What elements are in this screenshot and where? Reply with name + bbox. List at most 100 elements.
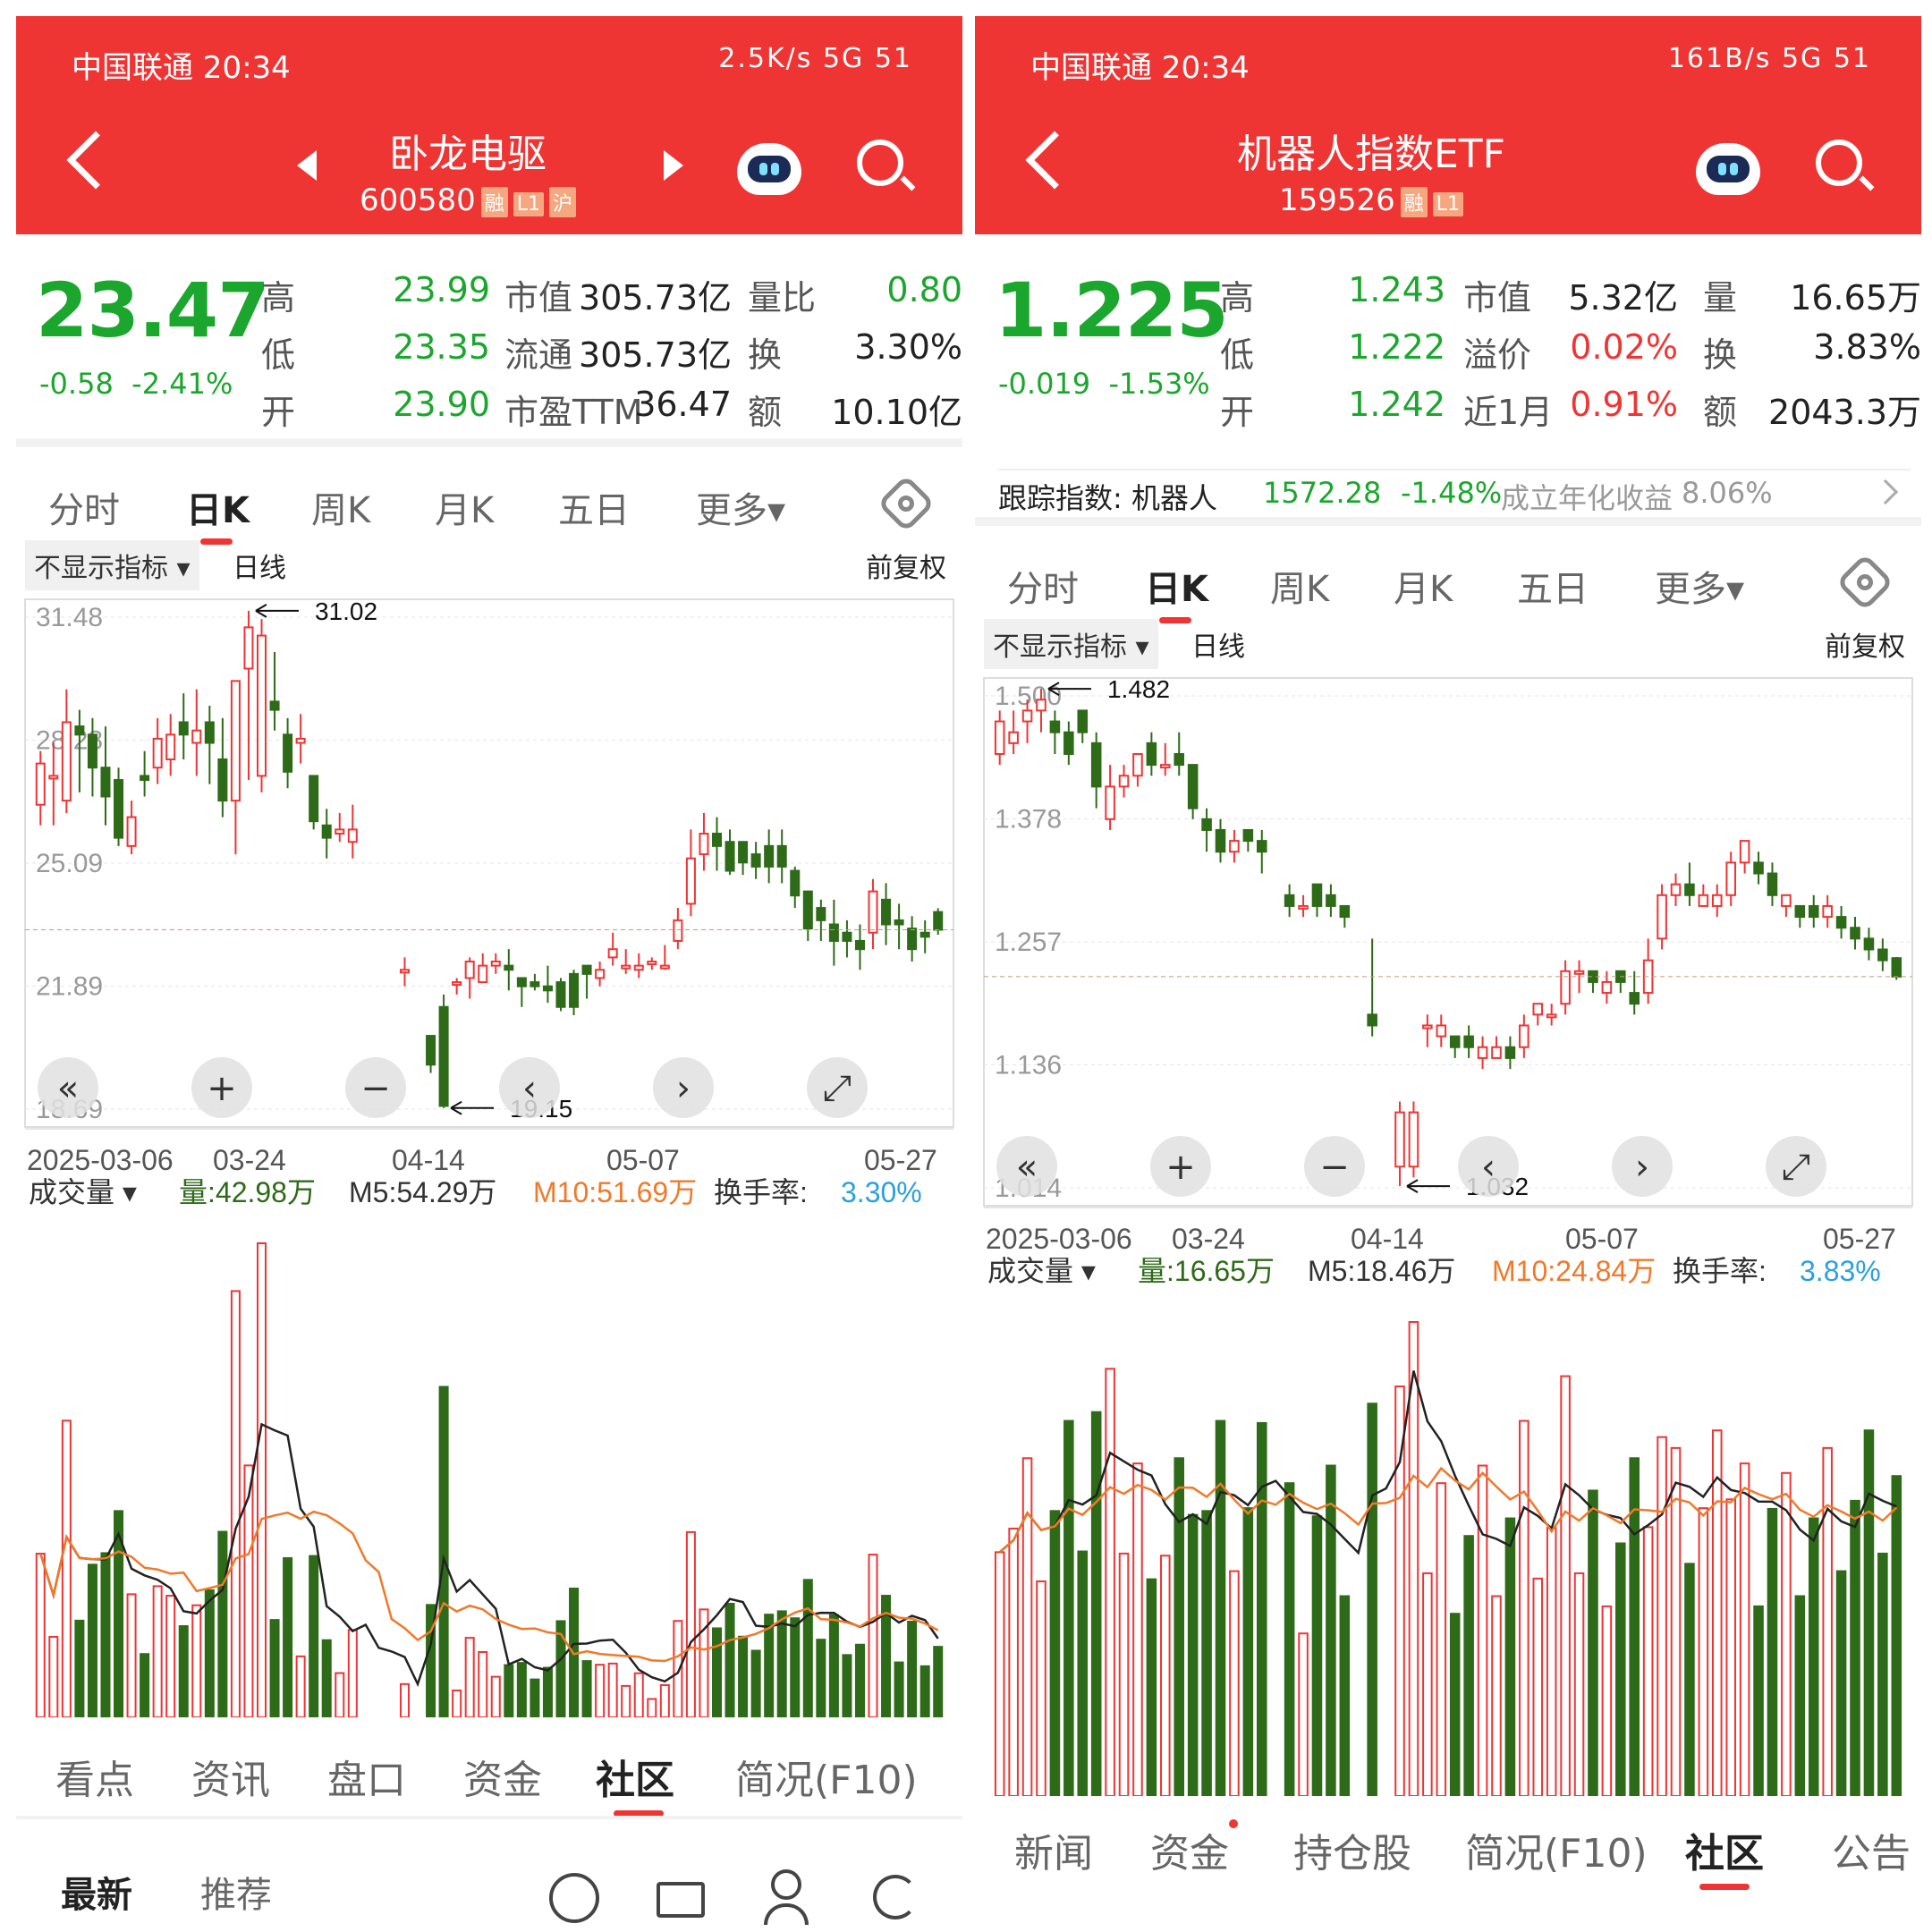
tab-orderbook[interactable]: 盘口: [327, 1758, 406, 1803]
candlestick-chart[interactable]: 31.4828.2825.0921.8918.6931.0219.15«+−‹›…: [16, 590, 962, 1717]
tab-more[interactable]: 更多▾: [696, 490, 786, 531]
scroll-left-icon-glyph: ‹: [1481, 1147, 1496, 1188]
adjust-label[interactable]: 前复权: [866, 553, 946, 584]
tab-highlights[interactable]: 看点: [55, 1758, 134, 1803]
zoom-out-icon[interactable]: [1304, 1136, 1365, 1197]
volume-bar: [868, 1554, 878, 1717]
scroll-start-icon[interactable]: [38, 1057, 98, 1118]
search-icon[interactable]: [1816, 140, 1862, 186]
candle-body: [673, 919, 683, 942]
volume-m10: M10:51.69万: [533, 1176, 697, 1208]
tab-intraday[interactable]: 分时: [1007, 569, 1079, 610]
status-indicators: 161B/s 5G 51: [1667, 43, 1871, 74]
prev-stock-icon[interactable]: [297, 150, 317, 181]
volume-bar: [1519, 1419, 1530, 1796]
adjust-label[interactable]: 前复权: [1825, 631, 1905, 663]
chart-controls: 不显示指标 ▾ 日线 前复权: [25, 540, 955, 590]
volume-bar: [321, 1639, 332, 1717]
scroll-left-icon[interactable]: [499, 1057, 560, 1118]
volume-m5: M5:54.29万: [349, 1176, 496, 1208]
volume-value: 量:42.98万: [179, 1176, 316, 1208]
volume-bar: [1698, 1507, 1709, 1796]
tab-latest[interactable]: 最新: [61, 1875, 132, 1916]
volume-bar: [1160, 1555, 1171, 1796]
fullscreen-icon[interactable]: [1766, 1136, 1826, 1197]
tab-five-day[interactable]: 五日: [1517, 569, 1589, 610]
candle-body: [1850, 927, 1860, 940]
volume-bar: [269, 1619, 280, 1717]
tab-recommended[interactable]: 推荐: [200, 1875, 272, 1916]
refresh-icon[interactable]: [873, 1875, 918, 1919]
scroll-left-icon[interactable]: [1458, 1136, 1519, 1197]
tab-five-day[interactable]: 五日: [558, 490, 630, 531]
volume-bar: [685, 1530, 696, 1717]
volume-bar: [1725, 1498, 1736, 1796]
tab-funds[interactable]: 资金: [1150, 1831, 1229, 1877]
tab-holdings[interactable]: 持仓股: [1293, 1831, 1411, 1877]
tab-daily-k[interactable]: 日K: [186, 490, 250, 531]
indicator-dropdown[interactable]: 不显示指标 ▾: [984, 619, 1158, 669]
volume-bar: [1573, 1572, 1585, 1796]
mail-icon[interactable]: [657, 1882, 705, 1918]
tab-more[interactable]: 更多▾: [1655, 569, 1745, 610]
market-sentiment-icon[interactable]: [549, 1873, 599, 1923]
chart-settings-icon[interactable]: [1835, 553, 1894, 612]
volume-bar: [828, 1614, 839, 1717]
volume-bar: [516, 1662, 527, 1717]
value-low: 1.222: [1348, 327, 1445, 367]
tab-news[interactable]: 新闻: [1014, 1831, 1093, 1877]
tab-intraday[interactable]: 分时: [48, 490, 120, 531]
candle-body: [1326, 894, 1336, 907]
tab-community[interactable]: 社区: [596, 1758, 674, 1803]
zoom-in-icon[interactable]: [1150, 1136, 1211, 1197]
candle-body: [295, 737, 306, 744]
scroll-right-icon[interactable]: [1612, 1136, 1673, 1197]
tab-community[interactable]: 社区: [1685, 1831, 1764, 1877]
tab-weekly-k[interactable]: 周K: [1270, 569, 1330, 610]
volume-bar: [907, 1620, 918, 1717]
fullscreen-icon[interactable]: [807, 1057, 868, 1118]
next-stock-icon[interactable]: [664, 150, 683, 181]
scroll-right-icon[interactable]: [653, 1057, 714, 1118]
volume-bar: [1284, 1482, 1295, 1796]
robot-assistant-icon[interactable]: [1696, 143, 1760, 195]
tab-f10[interactable]: 简况(F10): [735, 1758, 918, 1803]
x-tick-label: 04-14: [1351, 1223, 1424, 1255]
candle-body: [1229, 840, 1240, 853]
candle-body: [1008, 731, 1019, 744]
tab-daily-k[interactable]: 日K: [1145, 569, 1208, 610]
tracking-index-row[interactable]: 跟踪指数: 机器人 1572.28 -1.48% 成立年化收益 8.06%: [975, 449, 1921, 521]
tab-funds[interactable]: 资金: [463, 1758, 542, 1803]
ma5-line: [39, 1422, 939, 1688]
tab-news[interactable]: 资讯: [191, 1758, 270, 1803]
robot-assistant-icon[interactable]: [737, 143, 801, 195]
candle-body: [321, 824, 332, 839]
candle-body: [647, 961, 657, 966]
candlestick-chart[interactable]: 1.5001.3781.2571.1361.0141.4821.032«+−‹›…: [975, 669, 1921, 1796]
indicator-dropdown[interactable]: 不显示指标 ▾: [25, 540, 199, 590]
candle-body: [699, 833, 709, 856]
volume-bar: [1049, 1510, 1061, 1796]
scroll-start-icon[interactable]: [996, 1136, 1057, 1197]
candle-body: [790, 869, 801, 897]
candle-body: [776, 844, 787, 868]
profile-icon[interactable]: [771, 1869, 801, 1900]
zoom-out-icon[interactable]: [345, 1057, 406, 1118]
volume-bar: [1146, 1578, 1157, 1796]
tab-monthly-k[interactable]: 月K: [435, 490, 495, 531]
value-low: 23.35: [393, 327, 490, 367]
value-mktcap: 5.32亿: [1568, 278, 1678, 318]
chart-settings-icon[interactable]: [877, 474, 936, 533]
candle-body: [1036, 699, 1046, 712]
volume-bar: [1090, 1411, 1102, 1796]
tab-announcements[interactable]: 公告: [1832, 1831, 1911, 1877]
search-icon[interactable]: [857, 140, 903, 186]
high-marker-arrowhead: [1047, 682, 1060, 697]
y-tick-label: 21.89: [36, 972, 103, 1002]
tab-monthly-k[interactable]: 月K: [1394, 569, 1453, 610]
profile-icon-body: [764, 1903, 809, 1925]
turnover-value: 3.30%: [841, 1176, 922, 1208]
tab-f10[interactable]: 简况(F10): [1465, 1831, 1648, 1877]
tab-weekly-k[interactable]: 周K: [311, 490, 371, 531]
zoom-in-icon[interactable]: [191, 1057, 252, 1118]
